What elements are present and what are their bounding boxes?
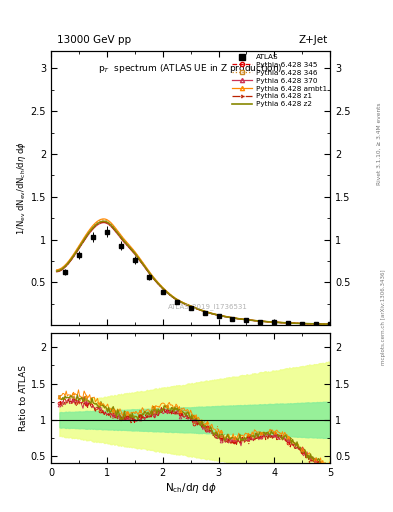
Legend: ATLAS, Pythia 6.428 345, Pythia 6.428 346, Pythia 6.428 370, Pythia 6.428 ambt1,: ATLAS, Pythia 6.428 345, Pythia 6.428 34…: [231, 53, 328, 108]
Text: ATLAS_2019_I1736531: ATLAS_2019_I1736531: [168, 304, 248, 310]
Text: mcplots.cern.ch [arXiv:1306.3436]: mcplots.cern.ch [arXiv:1306.3436]: [381, 270, 386, 365]
Y-axis label: Ratio to ATLAS: Ratio to ATLAS: [19, 365, 28, 431]
Text: 13000 GeV pp: 13000 GeV pp: [57, 34, 131, 45]
X-axis label: N$_\mathregular{ch}$/d$\eta$ d$\phi$: N$_\mathregular{ch}$/d$\eta$ d$\phi$: [165, 481, 217, 495]
Y-axis label: 1/N$_\mathregular{ev}$ dN$_\mathregular{ev}$/dN$_\mathregular{ch}$/d$\eta$ d$\ph: 1/N$_\mathregular{ev}$ dN$_\mathregular{…: [15, 141, 28, 235]
Text: Z+Jet: Z+Jet: [299, 34, 328, 45]
Text: p$_T$  spectrum (ATLAS UE in Z production): p$_T$ spectrum (ATLAS UE in Z production…: [98, 62, 283, 75]
Text: Rivet 3.1.10, ≥ 3.4M events: Rivet 3.1.10, ≥ 3.4M events: [377, 102, 382, 185]
